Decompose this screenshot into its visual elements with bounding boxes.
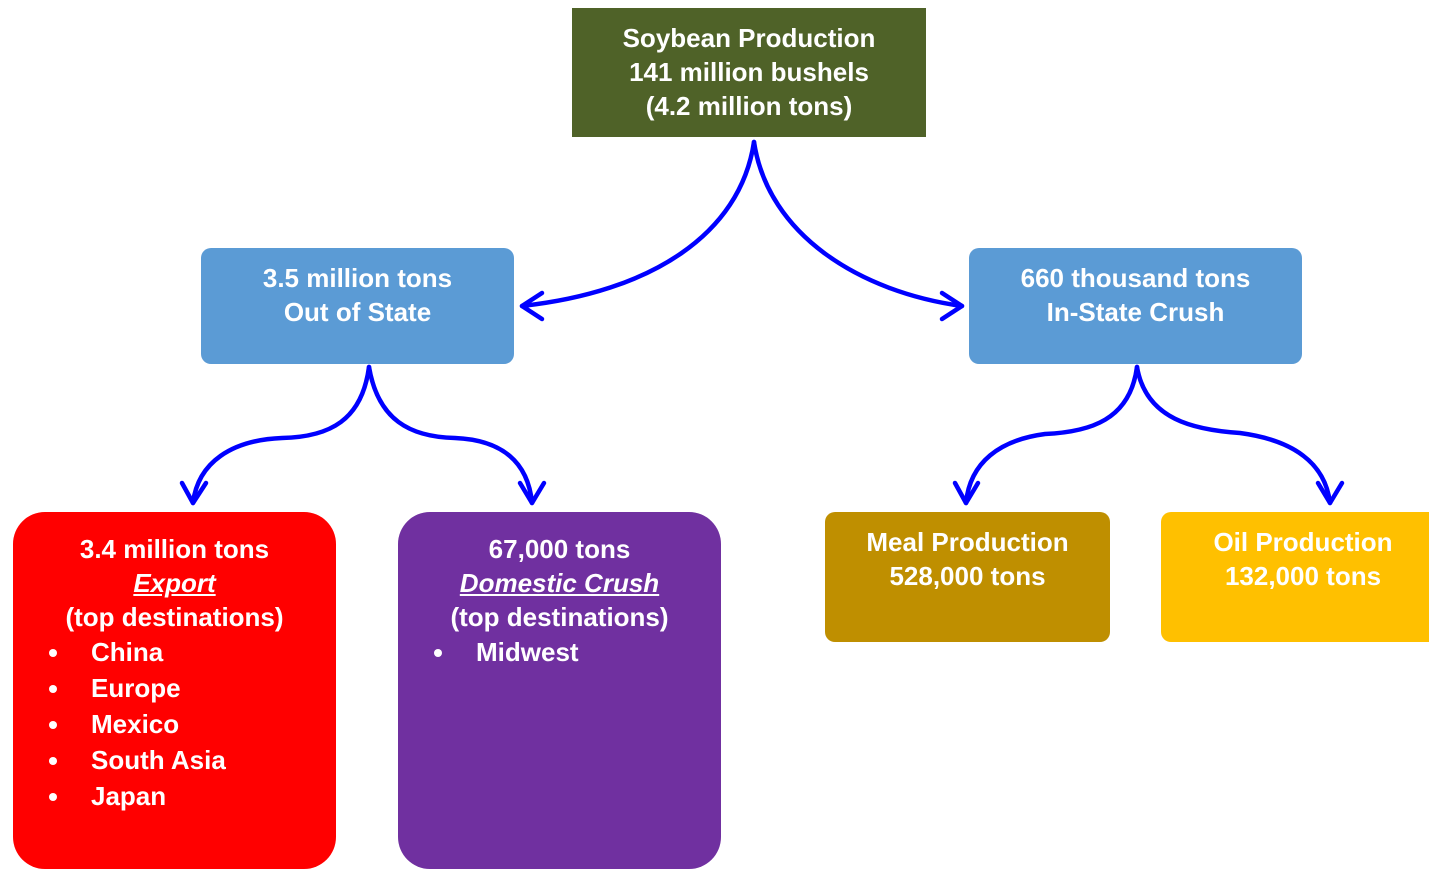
list-item: Mexico xyxy=(13,706,336,742)
node-text: 132,000 tons xyxy=(1224,561,1382,591)
arrow xyxy=(190,364,372,506)
list-item: South Asia xyxy=(13,742,336,778)
arrow-head xyxy=(1315,480,1345,506)
arrow xyxy=(366,364,535,506)
node-text: 3.4 million tons xyxy=(79,534,270,564)
node-text: Export xyxy=(133,568,216,598)
node-text: (top destinations) xyxy=(450,602,669,632)
arrow xyxy=(1134,364,1333,506)
node-text: (top destinations) xyxy=(65,602,284,632)
arrow-head xyxy=(179,480,209,506)
list-item: Midwest xyxy=(398,634,721,670)
node-text: 660 thousand tons xyxy=(1020,263,1251,293)
node-text: 3.5 million tons xyxy=(262,263,453,293)
arrow-head xyxy=(519,290,545,322)
node-text: Oil Production xyxy=(1213,527,1393,557)
arrow-head xyxy=(939,290,965,322)
node-text: Soybean Production xyxy=(622,23,876,53)
meal-node: Meal Production 528,000 tons xyxy=(825,512,1110,642)
export-node: 3.4 million tons Export (top destination… xyxy=(13,512,336,869)
arrow xyxy=(751,139,965,309)
node-text: Out of State xyxy=(283,297,432,327)
node-text: Meal Production xyxy=(866,527,1069,557)
node-text: Domestic Crush xyxy=(459,568,660,598)
root-node: Soybean Production 141 million bushels (… xyxy=(572,8,926,137)
out-of-state-node: 3.5 million tons Out of State xyxy=(201,248,514,364)
list-item: China xyxy=(13,634,336,670)
list-item: Europe xyxy=(13,670,336,706)
list-item: Japan xyxy=(13,778,336,814)
node-text: 528,000 tons xyxy=(889,561,1046,591)
destination-list: Midwest xyxy=(398,634,721,670)
arrow xyxy=(963,364,1140,506)
arrow-head xyxy=(517,480,547,506)
in-state-node: 660 thousand tons In-State Crush xyxy=(969,248,1302,364)
node-text: 141 million bushels xyxy=(629,57,869,87)
arrow xyxy=(519,139,757,309)
node-text: (4.2 million tons) xyxy=(645,91,853,121)
node-text: 67,000 tons xyxy=(488,534,631,564)
node-text: In-State Crush xyxy=(1046,297,1225,327)
destination-list: China Europe Mexico South Asia Japan xyxy=(13,634,336,814)
arrow-head xyxy=(952,480,981,506)
node-text-group: Oil Production 132,000 tons xyxy=(1161,525,1429,593)
domestic-node: 67,000 tons Domestic Crush (top destinat… xyxy=(398,512,721,869)
oil-node: Oil Production 132,000 tons xyxy=(1161,512,1429,642)
